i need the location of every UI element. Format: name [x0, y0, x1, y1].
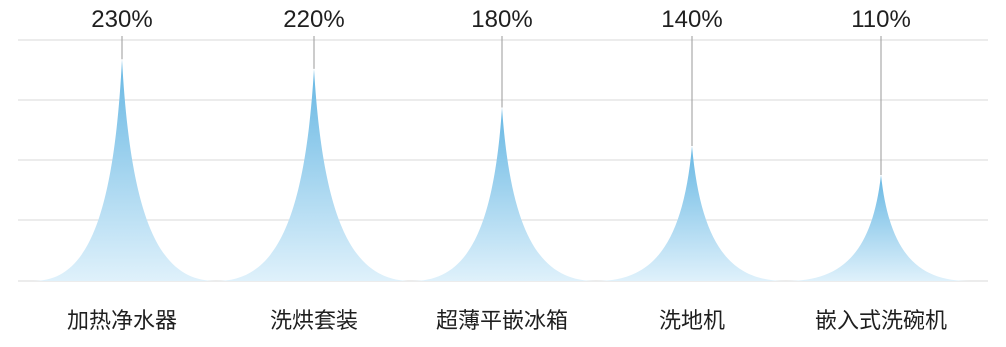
- category-label-2: 洗烘套装: [270, 308, 358, 333]
- peak-2: [216, 68, 412, 281]
- value-label-5: 110%: [851, 6, 911, 33]
- value-label-3: 180%: [471, 6, 532, 33]
- category-labels: 加热净水器 洗烘套装 超薄平嵌冰箱 洗地机 嵌入式洗碗机: [67, 308, 947, 333]
- peak-5: [786, 174, 970, 281]
- category-label-4: 洗地机: [659, 308, 725, 333]
- leader-lines: [121, 36, 882, 175]
- peak-1: [33, 59, 216, 281]
- peak-3: [412, 107, 596, 281]
- value-label-4: 140%: [661, 6, 722, 33]
- peak-4: [596, 146, 786, 281]
- value-labels: 230% 220% 180% 140% 110%: [91, 6, 911, 33]
- value-label-1: 230%: [91, 6, 152, 33]
- category-label-5: 嵌入式洗碗机: [815, 308, 947, 333]
- category-label-3: 超薄平嵌冰箱: [436, 308, 568, 333]
- peak-series: [33, 59, 970, 281]
- category-label-1: 加热净水器: [67, 308, 177, 333]
- value-label-2: 220%: [283, 6, 344, 33]
